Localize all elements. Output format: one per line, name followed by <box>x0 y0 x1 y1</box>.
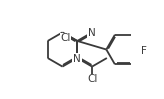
Text: Cl: Cl <box>87 74 97 84</box>
Text: N: N <box>88 28 96 38</box>
Text: F: F <box>141 46 147 56</box>
Text: N: N <box>73 54 81 64</box>
Text: Cl: Cl <box>60 33 71 43</box>
